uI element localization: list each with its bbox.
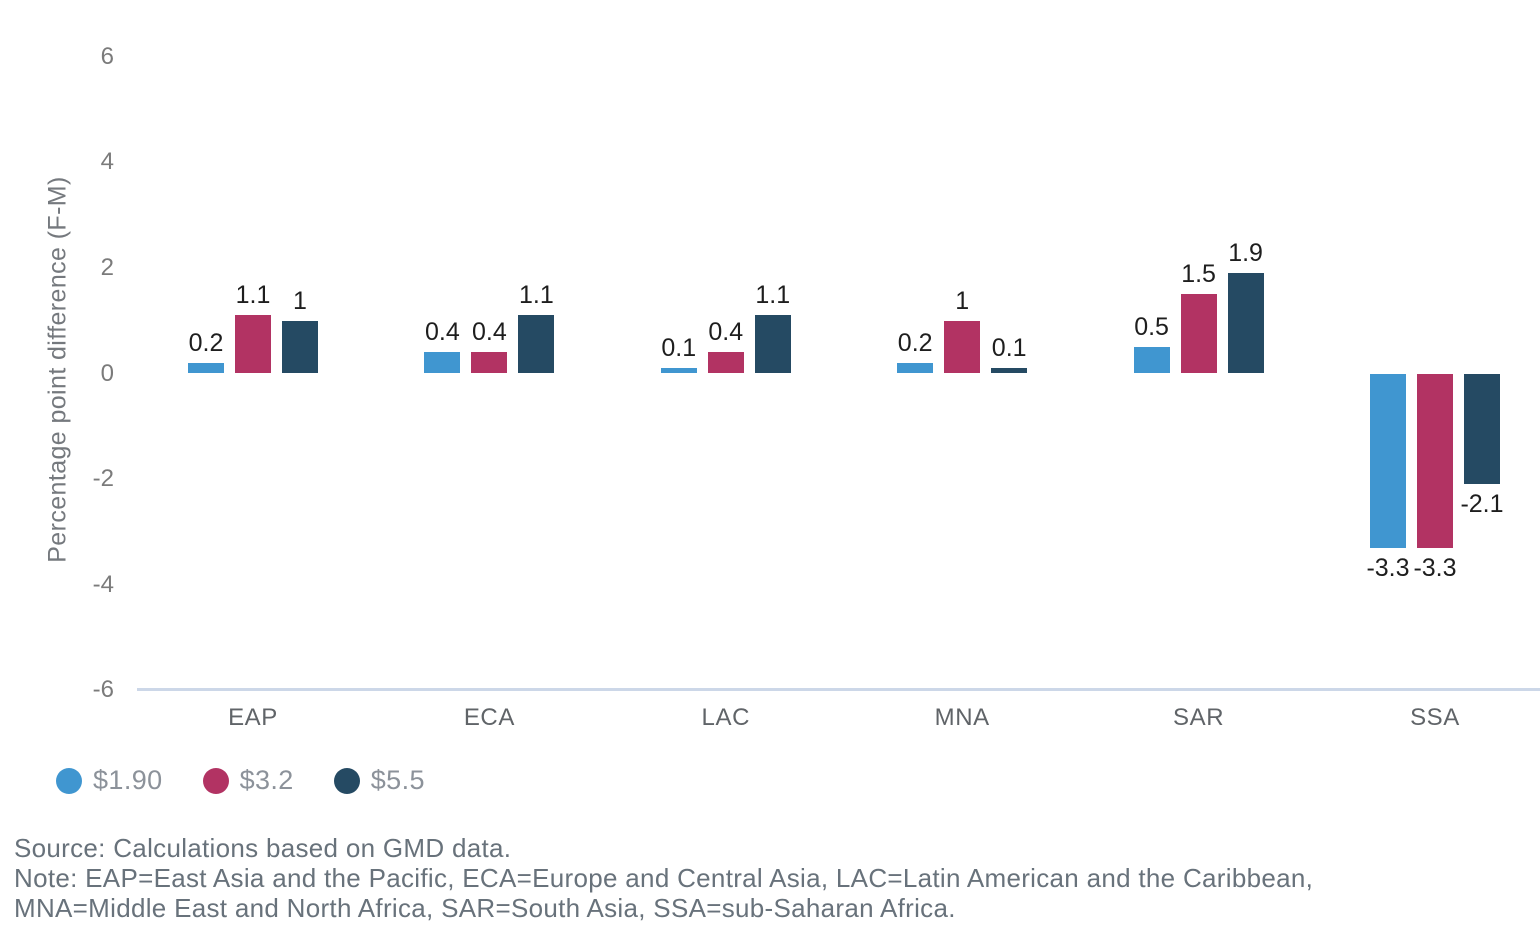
bar-value-label: 1.5 <box>1181 260 1216 289</box>
bar-value-label: 0.5 <box>1134 313 1169 342</box>
y-tick-label: 2 <box>100 253 114 281</box>
legend-item-$1.90: $1.90 <box>56 765 163 796</box>
y-tick-label: -4 <box>92 570 114 598</box>
bar-MNA-$5.5 <box>991 368 1028 374</box>
y-tick-label: -2 <box>92 465 114 493</box>
bar-value-label: 1.1 <box>519 281 554 310</box>
legend-label: $1.90 <box>93 765 163 795</box>
bar-value-label: 1 <box>293 286 307 315</box>
bar-EAP-$3.2 <box>235 315 271 374</box>
note-line-2: MNA=Middle East and North Africa, SAR=So… <box>14 893 956 923</box>
legend-dot-icon <box>56 767 82 794</box>
bar-ECA-$3.2 <box>471 352 508 374</box>
legend-dot-icon <box>202 767 229 794</box>
bar-MNA-$1.90 <box>897 362 934 374</box>
bar-value-label: 1.1 <box>235 281 271 310</box>
y-tick-label: 4 <box>100 148 114 176</box>
bar-value-label: 1 <box>955 286 970 315</box>
x-category-label-MNA: MNA <box>934 704 990 731</box>
x-axis-line <box>137 688 1540 691</box>
legend-dot-icon <box>333 767 360 794</box>
x-category-label-EAP: EAP <box>228 704 278 731</box>
bar-value-label: 0.4 <box>425 318 460 347</box>
bar-SSA-$3.2 <box>1417 373 1453 548</box>
bar-LAC-$1.90 <box>660 368 697 374</box>
bar-value-label: -3.3 <box>1366 553 1410 582</box>
bar-ECA-$5.5 <box>518 315 555 374</box>
bar-value-label: 1.9 <box>1228 239 1263 268</box>
bar-value-label: 0.4 <box>472 318 507 347</box>
legend-item-$5.5: $5.5 <box>333 765 425 796</box>
bar-value-label: -3.3 <box>1413 553 1457 582</box>
bar-value-label: 0.1 <box>991 334 1027 363</box>
bar-SSA-$1.90 <box>1370 373 1406 548</box>
bar-value-label: 0.1 <box>661 334 697 363</box>
y-tick-label: 6 <box>100 42 114 70</box>
legend-item-$3.2: $3.2 <box>202 765 294 796</box>
source-note: Source: Calculations based on GMD data. <box>14 833 512 863</box>
x-category-label-ECA: ECA <box>463 704 515 731</box>
bar-EAP-$5.5 <box>282 320 318 374</box>
bar-SAR-$5.5 <box>1227 273 1264 374</box>
bar-ECA-$1.90 <box>424 352 461 374</box>
x-category-label-SSA: SSA <box>1410 704 1460 731</box>
bar-EAP-$1.90 <box>188 362 224 374</box>
bar-value-label: -2.1 <box>1460 490 1504 519</box>
x-category-label-LAC: LAC <box>701 704 751 731</box>
bar-SAR-$1.90 <box>1133 347 1170 374</box>
legend-label: $5.5 <box>370 765 425 795</box>
bar-SSA-$5.5 <box>1464 373 1500 485</box>
y-tick-label: -6 <box>92 676 114 704</box>
bar-value-label: 0.2 <box>897 328 933 357</box>
note-line-1: Note: EAP=East Asia and the Pacific, ECA… <box>14 863 1314 893</box>
footer: Source: Calculations based on GMD data. … <box>14 833 1313 923</box>
bar-LAC-$3.2 <box>707 352 744 374</box>
legend-label: $3.2 <box>239 765 294 795</box>
bar-value-label: 0.2 <box>188 328 224 357</box>
x-category-label-SAR: SAR <box>1173 704 1225 731</box>
bar-value-label: 1.1 <box>755 281 791 310</box>
y-tick-label: 0 <box>100 359 114 387</box>
bar-LAC-$5.5 <box>754 315 791 374</box>
legend: $1.90 $3.2 $5.5 <box>56 765 425 796</box>
bar-value-label: 0.4 <box>708 318 744 347</box>
bar-SAR-$3.2 <box>1180 294 1217 374</box>
bar-MNA-$3.2 <box>944 320 981 374</box>
